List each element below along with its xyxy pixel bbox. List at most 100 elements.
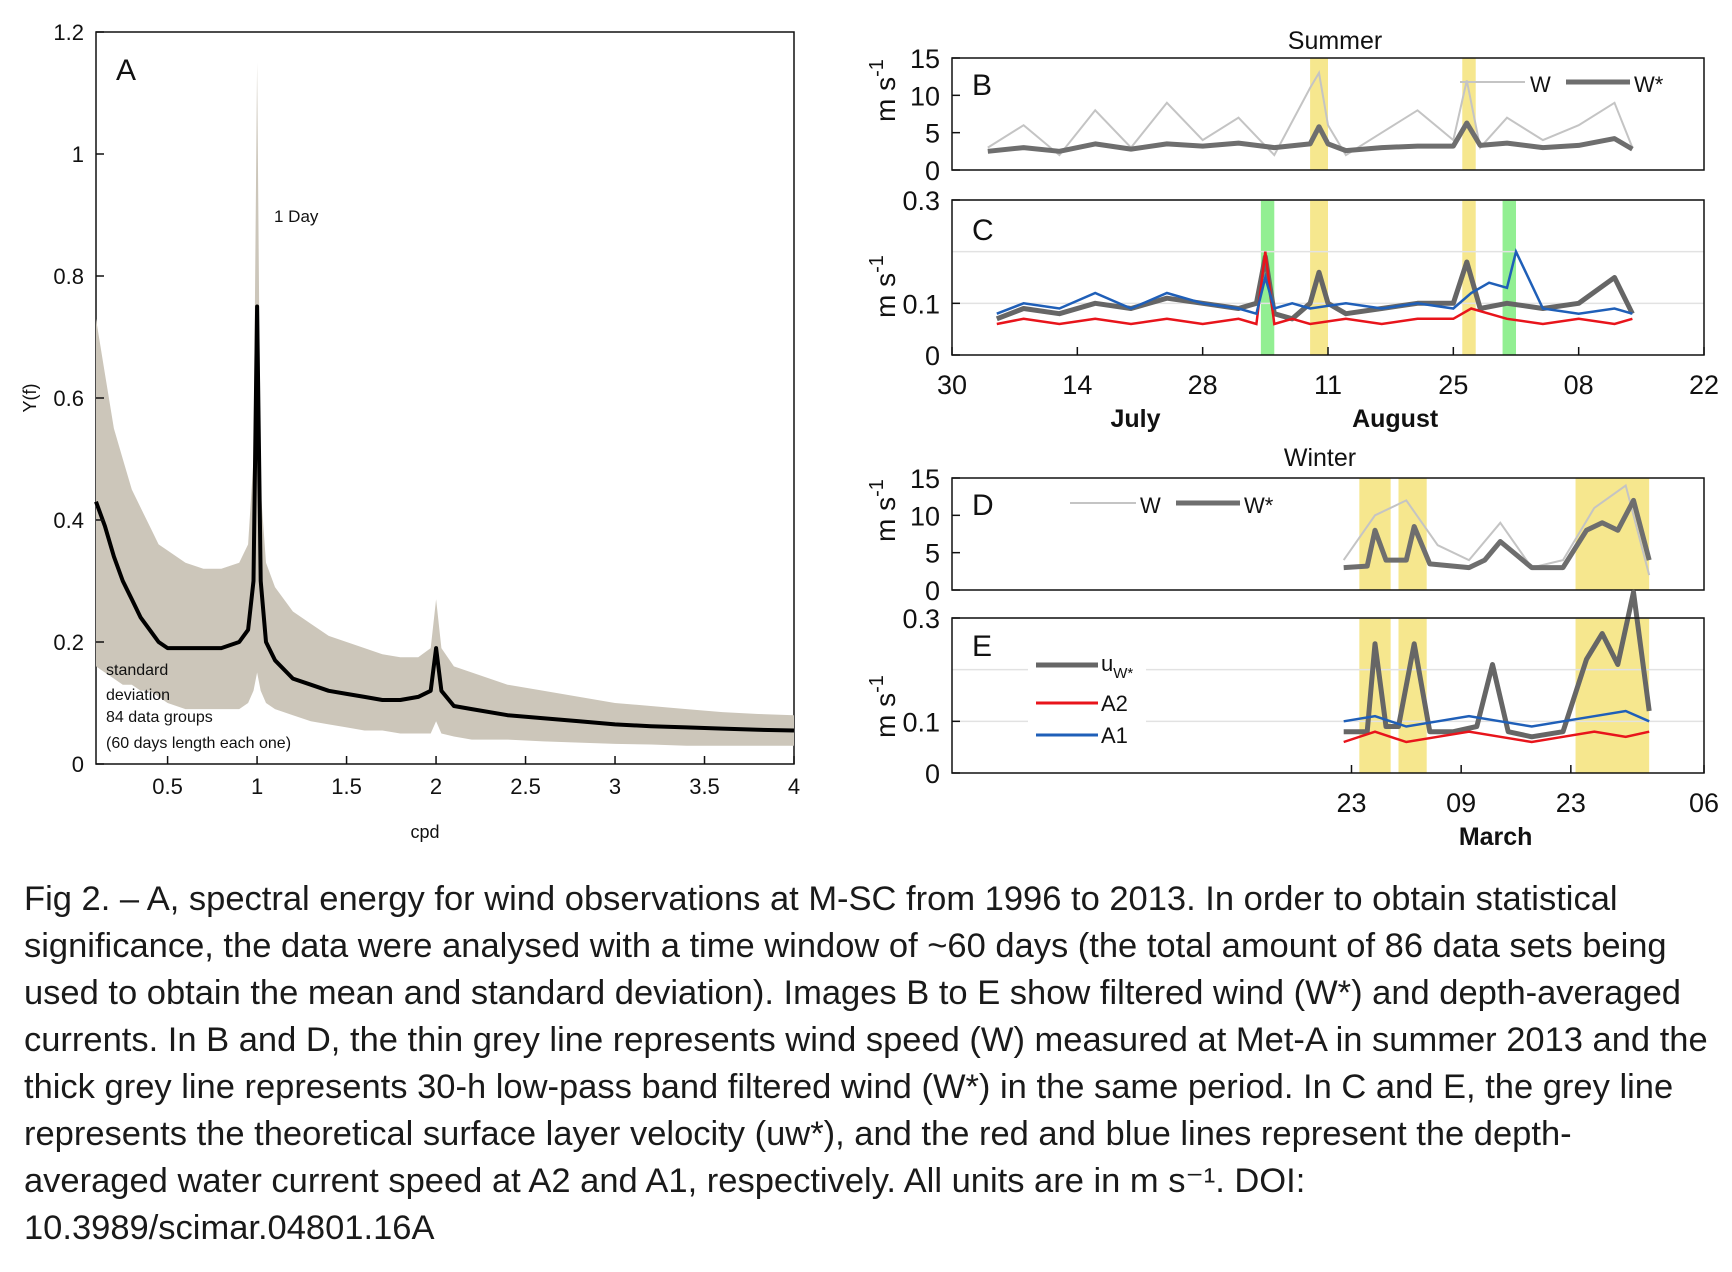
y-tick-label: 1 (72, 142, 84, 167)
x-tick-label: 14 (1062, 370, 1092, 400)
y-tick-label: 0.6 (53, 386, 84, 411)
panel-e-frame (951, 617, 1705, 774)
legend-w-label: W (1530, 72, 1551, 97)
x-tick-label: 25 (1438, 370, 1468, 400)
y-tick-label: 0 (925, 576, 940, 606)
legend-a2-label: A2 (1101, 691, 1128, 716)
y-tick-label: 5 (925, 539, 940, 569)
x-tick-label: 3.5 (689, 774, 720, 799)
y-tick-label: 0.3 (902, 186, 940, 216)
panel-b: Summer B W W* 0 5 10 15 m s-1 (866, 27, 1705, 186)
y-tick-label: 0 (925, 759, 940, 789)
legend-line-1: standard (106, 662, 168, 679)
y-tick-label: 0.3 (902, 604, 940, 634)
panel-e-letter: E (972, 630, 992, 663)
month-label: August (1352, 405, 1439, 433)
panel-a: 0.5 1 1.5 2 2.5 3 3.5 4 0 0.2 0.4 0.6 0.8 1 1.2 A 1 Da… (20, 20, 800, 842)
w-star-thick-line (987, 120, 1634, 154)
panel-e-ticks: 0 0.1 0.3 23 09 23 06 March (902, 604, 1719, 851)
legend-wstar-label: W* (1244, 493, 1274, 518)
panel-b-highlights (1310, 58, 1476, 170)
mean-spectrum-line (94, 304, 795, 733)
panel-a-ticks: 0.5 1 1.5 2 2.5 3 3.5 4 0 0.2 0.4 0.6 0.8 1 1.2 (53, 20, 800, 799)
panel-b-ticks: 0 5 10 15 (910, 44, 960, 186)
panel-a-letter: A (116, 54, 136, 87)
x-tick-label: 08 (1564, 370, 1594, 400)
x-tick-label: 30 (937, 370, 967, 400)
panel-c-letter: C (972, 214, 994, 247)
x-tick-label: 2 (430, 774, 442, 799)
x-axis-label-cpd: cpd (410, 822, 439, 842)
y-tick-label: 0.1 (902, 707, 940, 737)
panel-d-highlights (1359, 478, 1650, 590)
summer-title: Summer (1288, 27, 1382, 55)
legend-line-4: (60 days length each one) (106, 735, 291, 752)
panel-b-letter: B (972, 69, 992, 102)
y-tick-label: 0.4 (53, 508, 84, 533)
panel-b-frame (951, 57, 1705, 171)
y-tick-label: 0 (925, 156, 940, 186)
highlight-yellow (1575, 618, 1650, 773)
x-tick-label: 0.5 (152, 774, 183, 799)
panel-b-ylabel: m s-1 (866, 59, 901, 122)
panel-e: E uW* A2 A1 0 0.1 0.3 23 09 23 06 March m s-1 (866, 589, 1719, 851)
y-tick-label: 15 (910, 44, 940, 74)
x-tick-label: 2.5 (510, 774, 541, 799)
legend-wstar-label: W* (1634, 72, 1664, 97)
figure: 0.5 1 1.5 2 2.5 3 3.5 4 0 0.2 0.4 0.6 0.8 1 1.2 A 1 Da… (20, 20, 1719, 851)
x-tick-label: 23 (1336, 788, 1366, 818)
w-thin-line (1342, 483, 1651, 576)
a1-blue-line (996, 248, 1633, 316)
x-tick-label: 1 (251, 774, 263, 799)
a2-red-line (1343, 730, 1650, 744)
y-tick-label: 0 (72, 752, 84, 777)
panel-c-highlights (1260, 200, 1516, 355)
a2-red-line (996, 251, 1633, 326)
figure-caption: Fig 2. – A, spectral energy for wind obs… (24, 880, 1708, 1247)
y-tick-label: 10 (910, 81, 940, 111)
panel-d-ticks: 0 5 10 15 (910, 464, 960, 606)
panel-c: C 0 0.1 0.3 30 14 28 11 25 08 22 July August m s-1 (866, 186, 1719, 433)
y-tick-label: 0.8 (53, 264, 84, 289)
y-tick-label: 1.2 (53, 20, 84, 45)
x-tick-label: 23 (1556, 788, 1586, 818)
y-tick-label: 0.1 (902, 289, 940, 319)
x-tick-label: 28 (1188, 370, 1218, 400)
y-tick-label: 5 (925, 119, 940, 149)
x-tick-label: 4 (788, 774, 800, 799)
month-label: July (1111, 405, 1161, 433)
y-axis-label: Y(f) (20, 384, 40, 413)
x-tick-label: 06 (1689, 788, 1719, 818)
panel-d-letter: D (972, 489, 994, 522)
legend-box (1028, 646, 1146, 746)
y-tick-label: 0 (925, 341, 940, 371)
panel-d: Winter D W W* 0 5 10 15 m s-1 (866, 444, 1705, 606)
legend-w-label: W (1140, 493, 1161, 518)
one-day-annotation: 1 Day (274, 207, 319, 226)
y-tick-label: 15 (910, 464, 940, 494)
highlight-yellow (1575, 478, 1650, 590)
w-star-thick-line (1343, 497, 1652, 571)
x-tick-label: 22 (1689, 370, 1719, 400)
y-tick-label: 10 (910, 501, 940, 531)
y-tick-label: 0.2 (53, 630, 84, 655)
legend-a1-label: A1 (1101, 723, 1128, 748)
u-wstar-line (1343, 589, 1652, 740)
month-label: March (1459, 823, 1533, 851)
highlight-yellow (1359, 618, 1391, 773)
panel-d-frame (951, 477, 1705, 591)
x-tick-label: 11 (1314, 370, 1342, 400)
legend-line-2: deviation (106, 687, 170, 704)
w-thin-line (987, 70, 1634, 157)
highlight-yellow (1310, 58, 1328, 170)
std-band (96, 62, 794, 746)
panel-e-ylabel: m s-1 (866, 675, 901, 738)
panel-c-ylabel: m s-1 (866, 255, 901, 318)
x-tick-label: 09 (1446, 788, 1476, 818)
a1-blue-line (1343, 709, 1650, 728)
winter-title: Winter (1284, 444, 1356, 472)
x-tick-label: 1.5 (331, 774, 362, 799)
x-tick-label: 3 (609, 774, 621, 799)
panel-d-ylabel: m s-1 (866, 479, 901, 542)
panel-c-ticks: 0 0.1 0.3 30 14 28 11 25 08 22 July August (902, 186, 1719, 433)
